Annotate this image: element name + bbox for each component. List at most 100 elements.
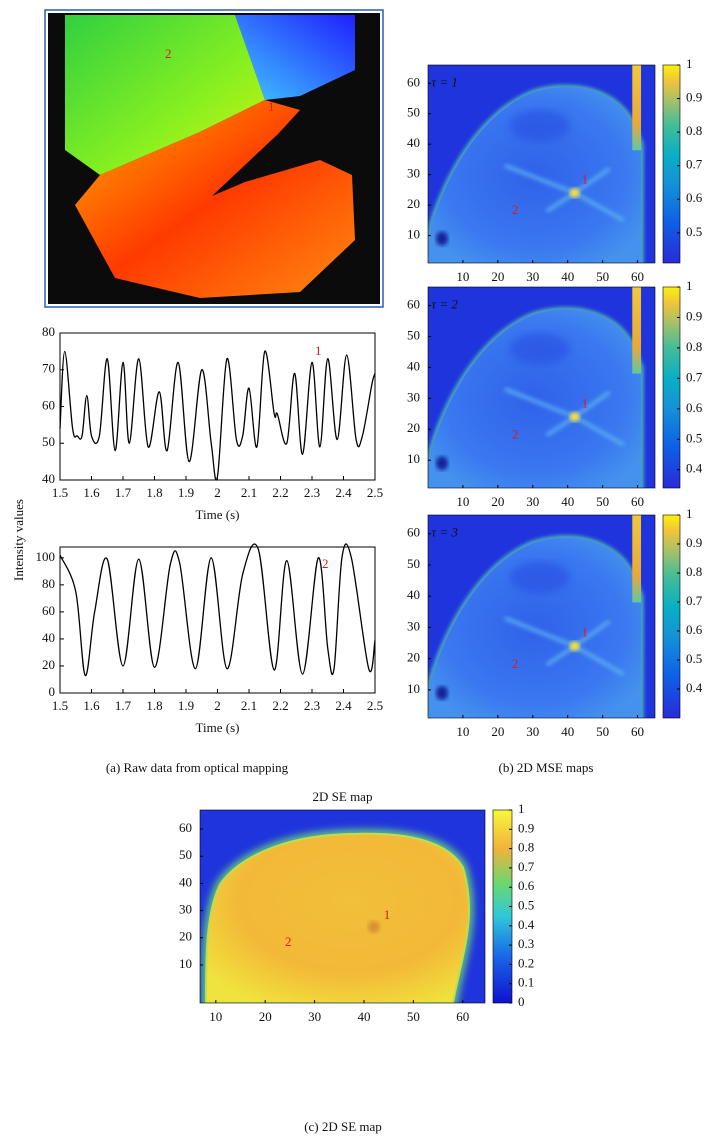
y-tick-label: 10 xyxy=(407,681,420,696)
x-tick-label: 40 xyxy=(561,724,574,739)
heatmap-ridge xyxy=(573,167,611,195)
colorbar-tick-label: 0.5 xyxy=(686,430,702,445)
data-line xyxy=(59,543,376,677)
colorbar-tick-label: 0.7 xyxy=(686,157,703,172)
colorbar-tick-label: 0.2 xyxy=(518,955,534,970)
colorbar-tick-label: 0.9 xyxy=(686,308,702,323)
x-tick-label: 60 xyxy=(631,494,644,509)
annotation: 2 xyxy=(285,934,292,949)
y-tick-label: 60 xyxy=(42,397,55,412)
y-tick-label: 10 xyxy=(407,227,420,242)
annotation: 1 xyxy=(582,395,589,410)
x-tick-label: 1.8 xyxy=(146,698,162,713)
colorbar-tick-label: 0.9 xyxy=(686,90,702,105)
heatmap-ridge xyxy=(545,191,576,213)
y-tick-label: 40 xyxy=(42,630,55,645)
x-tick-label: 50 xyxy=(407,1009,420,1024)
colorbar-tick-label: 0.4 xyxy=(686,680,703,695)
annotation: 2 xyxy=(512,656,519,671)
heatmap-image xyxy=(428,287,655,488)
annotation: 1 xyxy=(315,343,322,358)
plot-frame xyxy=(427,286,656,489)
heatmap-region xyxy=(428,309,642,488)
colorbar-tick-label: 0.9 xyxy=(686,535,702,550)
heatmap-ridge xyxy=(504,387,576,419)
heatmap-ridge xyxy=(573,191,625,222)
x-tick-label: 30 xyxy=(308,1009,321,1024)
x-tick-label: 50 xyxy=(596,269,609,284)
x-tick-label: 20 xyxy=(491,724,504,739)
x-tick-label: 30 xyxy=(526,724,539,739)
y-tick-label: 20 xyxy=(179,929,192,944)
heatmap-spot xyxy=(569,411,580,422)
y-axis-label: Intensity values xyxy=(11,499,26,581)
y-tick-label: 40 xyxy=(42,471,55,486)
heatmap-region xyxy=(428,87,642,263)
x-tick-label: 50 xyxy=(596,724,609,739)
x-tick-label: 2 xyxy=(214,485,221,500)
heatmap-spot xyxy=(569,641,580,652)
x-tick-label: 2.1 xyxy=(241,485,257,500)
x-tick-label: 10 xyxy=(456,494,469,509)
caption: (a) Raw data from optical mapping xyxy=(106,760,289,775)
heatmap-stripe xyxy=(632,65,642,151)
x-tick-label: 1.7 xyxy=(115,485,132,500)
y-tick-label: 20 xyxy=(407,650,420,665)
colorbar xyxy=(662,64,681,264)
map-title: 2D SE map xyxy=(313,789,373,804)
heatmap-patch xyxy=(435,686,448,701)
plot-frame xyxy=(199,809,486,1004)
y-tick-label: 50 xyxy=(407,327,420,342)
heatmap-patch xyxy=(435,231,448,246)
heatmap-spot xyxy=(569,187,580,198)
x-tick-label: 2.4 xyxy=(335,698,352,713)
x-tick-label: 2.2 xyxy=(272,698,288,713)
x-tick-label: 60 xyxy=(631,269,644,284)
colorbar-tick-label: 1 xyxy=(686,56,693,71)
y-tick-label: 40 xyxy=(407,587,420,602)
y-tick-label: 0 xyxy=(49,684,56,699)
x-tick-label: 1.9 xyxy=(178,485,194,500)
x-tick-label: 1.8 xyxy=(146,485,162,500)
y-tick-label: 20 xyxy=(407,196,420,211)
annotation: 1 xyxy=(384,907,391,922)
y-tick-label: 40 xyxy=(179,874,192,889)
heatmap-patch xyxy=(435,456,448,471)
heatmap-ridge xyxy=(545,415,576,437)
x-axis-label: Time (s) xyxy=(196,507,240,522)
x-tick-label: 10 xyxy=(456,269,469,284)
optical-map: 2 1 xyxy=(44,9,384,308)
heatmap-region xyxy=(204,832,470,1003)
plot-frame xyxy=(427,514,656,719)
colorbar-tick-label: 0.8 xyxy=(686,123,702,138)
x-tick-label: 20 xyxy=(491,269,504,284)
x-tick-label: 10 xyxy=(456,724,469,739)
annotation: 2 xyxy=(322,556,329,571)
y-tick-label: 40 xyxy=(407,358,420,373)
colorbar xyxy=(662,514,681,719)
y-tick-label: 60 xyxy=(179,820,192,835)
x-axis-label: Time (s) xyxy=(196,720,240,735)
x-tick-label: 10 xyxy=(209,1009,222,1024)
y-tick-label: 30 xyxy=(407,166,420,181)
y-tick-label: 50 xyxy=(407,105,420,120)
y-tick-label: 50 xyxy=(407,556,420,571)
y-tick-label: 100 xyxy=(36,549,56,564)
y-tick-label: 30 xyxy=(407,618,420,633)
y-tick-label: 80 xyxy=(42,576,55,591)
x-tick-label: 2.3 xyxy=(304,485,320,500)
colorbar-tick-label: 0.6 xyxy=(686,622,703,637)
colorbar-tick-label: 0.5 xyxy=(518,897,534,912)
map-label: τ = 3 xyxy=(431,525,458,540)
x-tick-label: 2.5 xyxy=(367,485,383,500)
x-tick-label: 40 xyxy=(357,1009,370,1024)
x-tick-label: 60 xyxy=(631,724,644,739)
x-tick-label: 60 xyxy=(456,1009,469,1024)
x-tick-label: 1.5 xyxy=(52,485,68,500)
colorbar-tick-label: 1 xyxy=(686,506,693,521)
annotation: 1 xyxy=(268,99,275,114)
colorbar-tick-label: 0.4 xyxy=(686,461,703,476)
annotation: 1 xyxy=(582,172,589,187)
y-tick-label: 20 xyxy=(42,657,55,672)
